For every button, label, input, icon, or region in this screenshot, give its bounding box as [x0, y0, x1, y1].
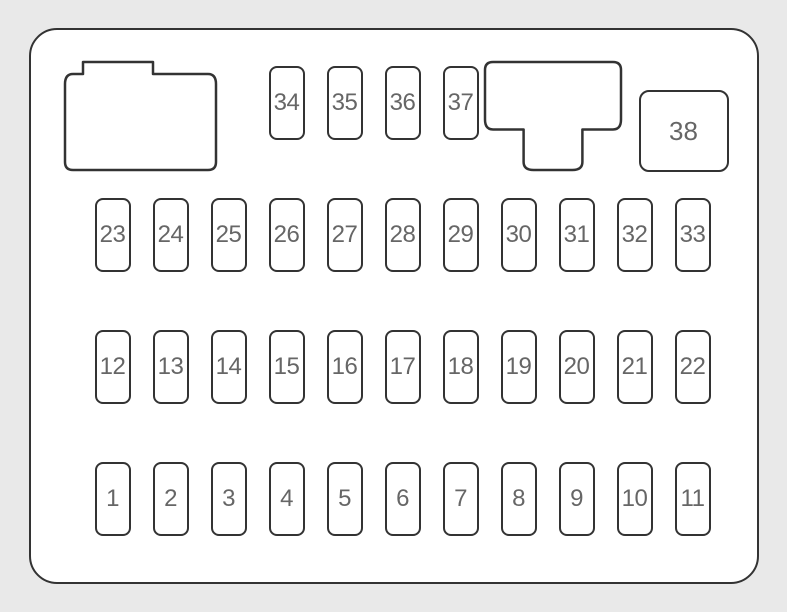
fuse-30: 30 [501, 198, 537, 272]
fuse-label: 18 [448, 353, 474, 381]
fuse-label: 6 [396, 485, 409, 513]
fuse-15: 15 [269, 330, 305, 404]
fuse-label: 11 [681, 485, 705, 513]
fuse-label: 27 [332, 221, 358, 249]
fuse-26: 26 [269, 198, 305, 272]
fuse-3: 3 [211, 462, 247, 536]
fuse-label: 32 [622, 221, 648, 249]
fuse-38: 38 [639, 90, 729, 172]
fuse-label: 29 [448, 221, 474, 249]
fuse-label: 13 [158, 353, 184, 381]
fuse-4: 4 [269, 462, 305, 536]
fuse-label: 1 [106, 485, 119, 513]
fuse-7: 7 [443, 462, 479, 536]
fuse-29: 29 [443, 198, 479, 272]
fuse-21: 21 [617, 330, 653, 404]
fuse-27: 27 [327, 198, 363, 272]
fuse-label: 22 [680, 353, 706, 381]
fuse-label: 8 [512, 485, 525, 513]
fuse-label: 36 [390, 89, 416, 117]
fuse-label: 2 [164, 485, 177, 513]
fuse-23: 23 [95, 198, 131, 272]
fuse-11: 11 [675, 462, 711, 536]
fuse-34: 34 [269, 66, 305, 140]
fuse-35: 35 [327, 66, 363, 140]
fuse-label: 14 [216, 353, 242, 381]
fuse-1: 1 [95, 462, 131, 536]
fuse-38-label: 38 [669, 116, 698, 147]
fuse-8: 8 [501, 462, 537, 536]
fuse-label: 4 [280, 485, 293, 513]
fuse-24: 24 [153, 198, 189, 272]
fuse-label: 24 [158, 221, 184, 249]
fuse-14: 14 [211, 330, 247, 404]
fuse-label: 33 [680, 221, 706, 249]
fuse-label: 20 [564, 353, 590, 381]
relay-block-center [483, 60, 623, 172]
fuse-label: 3 [222, 485, 235, 513]
fuse-33: 33 [675, 198, 711, 272]
relay-block-left [63, 60, 218, 172]
fuse-panel: 38 1234567891011121314151617181920212223… [29, 28, 759, 584]
fuse-label: 12 [100, 353, 126, 381]
fuse-28: 28 [385, 198, 421, 272]
fuse-label: 10 [622, 485, 648, 513]
fuse-6: 6 [385, 462, 421, 536]
fuse-13: 13 [153, 330, 189, 404]
fuse-label: 25 [216, 221, 242, 249]
fuse-label: 34 [274, 89, 300, 117]
fuse-label: 37 [448, 89, 474, 117]
fuse-label: 35 [332, 89, 358, 117]
fuse-label: 5 [338, 485, 351, 513]
fuse-label: 19 [506, 353, 532, 381]
fuse-label: 28 [390, 221, 416, 249]
fuse-label: 26 [274, 221, 300, 249]
fuse-label: 7 [454, 485, 467, 513]
fuse-label: 31 [564, 221, 590, 249]
fuse-12: 12 [95, 330, 131, 404]
fuse-16: 16 [327, 330, 363, 404]
fuse-22: 22 [675, 330, 711, 404]
fuse-19: 19 [501, 330, 537, 404]
fuse-36: 36 [385, 66, 421, 140]
fuse-18: 18 [443, 330, 479, 404]
fuse-25: 25 [211, 198, 247, 272]
fuse-20: 20 [559, 330, 595, 404]
fuse-label: 23 [100, 221, 126, 249]
fuse-17: 17 [385, 330, 421, 404]
fuse-9: 9 [559, 462, 595, 536]
fuse-37: 37 [443, 66, 479, 140]
fuse-label: 16 [332, 353, 358, 381]
fuse-32: 32 [617, 198, 653, 272]
fuse-label: 21 [622, 353, 648, 381]
fuse-label: 30 [506, 221, 532, 249]
fuse-10: 10 [617, 462, 653, 536]
fuse-label: 17 [390, 353, 416, 381]
fuse-31: 31 [559, 198, 595, 272]
fuse-2: 2 [153, 462, 189, 536]
fuse-5: 5 [327, 462, 363, 536]
fuse-label: 15 [274, 353, 300, 381]
fuse-label: 9 [570, 485, 583, 513]
